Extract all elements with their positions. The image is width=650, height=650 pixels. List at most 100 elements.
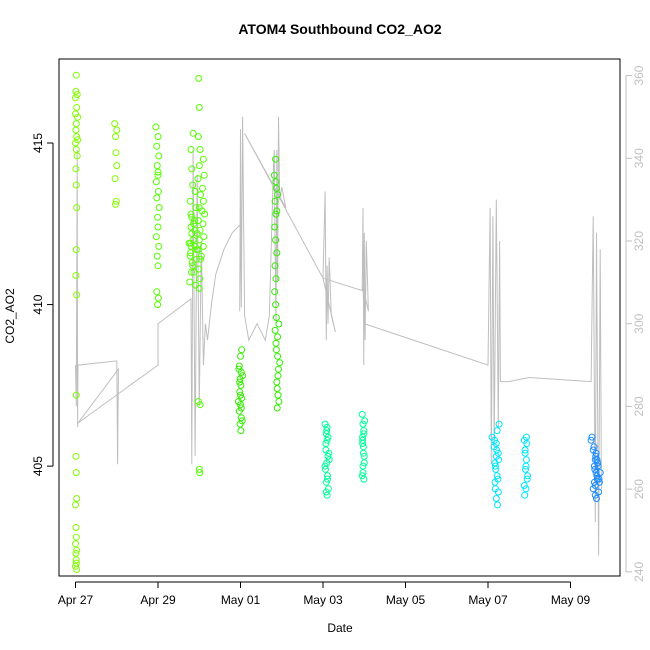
- data-point: [192, 281, 199, 289]
- data-point: [195, 265, 203, 273]
- x-axis: Apr 27 Apr 29 May 01 May 03 May 05 May 07 May …: [58, 581, 590, 607]
- data-point: [198, 207, 206, 215]
- data-point: [155, 204, 163, 212]
- data-point: [358, 472, 366, 480]
- data-point: [196, 469, 204, 477]
- data-point: [274, 391, 282, 399]
- data-point: [199, 220, 207, 228]
- x-tick-label: Apr 29: [140, 593, 176, 607]
- y2-tick-label: 300: [632, 313, 646, 333]
- data-point: [73, 204, 81, 212]
- data-point: [494, 449, 502, 457]
- data-point: [270, 171, 278, 179]
- data-point: [72, 146, 80, 153]
- y2-tick-label: 340: [632, 148, 646, 168]
- data-point: [492, 440, 500, 447]
- data-point: [190, 268, 198, 276]
- data-point: [192, 204, 200, 212]
- data-point: [187, 242, 195, 250]
- chart-title: ATOM4 Southbound CO2_AO2: [238, 21, 441, 37]
- data-point: [152, 123, 160, 131]
- data-point: [494, 475, 502, 483]
- data-point: [194, 133, 202, 141]
- data-point: [187, 268, 195, 276]
- data-point: [275, 365, 282, 373]
- data-point: [187, 249, 195, 257]
- data-point: [360, 452, 368, 460]
- series-0: [72, 71, 121, 573]
- data-point: [273, 385, 281, 393]
- data-point: [194, 246, 202, 254]
- data-point: [113, 162, 121, 170]
- data-point: [236, 388, 244, 396]
- data-point: [197, 191, 204, 199]
- data-point: [153, 252, 161, 260]
- y-tick-label: 410: [31, 294, 45, 314]
- data-point: [195, 162, 203, 170]
- data-point: [271, 262, 279, 270]
- data-point: [592, 452, 600, 460]
- data-point: [360, 427, 368, 435]
- data-point: [154, 223, 162, 231]
- data-point: [152, 233, 160, 241]
- data-point: [190, 217, 198, 225]
- y-axis-left: 405 410 415: [31, 133, 54, 476]
- data-point: [521, 491, 529, 499]
- y-tick-label: 405: [31, 456, 45, 476]
- data-point: [359, 462, 367, 470]
- data-point: [322, 465, 329, 473]
- data-point: [73, 546, 81, 554]
- data-point: [154, 171, 162, 179]
- data-point: [72, 246, 80, 254]
- data-point: [590, 443, 598, 451]
- data-point: [154, 262, 162, 270]
- data-point: [200, 233, 208, 241]
- data-point: [155, 242, 163, 250]
- data-point: [359, 436, 367, 444]
- data-point: [72, 501, 79, 509]
- data-point: [359, 443, 367, 451]
- data-point: [154, 301, 162, 309]
- data-point: [272, 155, 280, 163]
- data-point: [154, 294, 162, 302]
- data-point: [72, 540, 79, 548]
- data-point: [272, 314, 280, 321]
- data-point: [152, 178, 160, 186]
- data-point: [189, 262, 197, 270]
- data-point: [153, 162, 161, 170]
- data-point: [273, 249, 281, 257]
- data-point: [72, 533, 80, 541]
- data-point: [73, 495, 81, 502]
- data-point: [271, 326, 279, 334]
- data-point: [72, 452, 80, 460]
- data-point: [325, 449, 333, 457]
- series-4: [488, 420, 532, 509]
- data-point: [195, 465, 203, 473]
- plot-frame: [58, 58, 621, 577]
- data-point: [323, 436, 331, 444]
- data-point: [495, 420, 503, 428]
- data-points-layer: [72, 71, 604, 573]
- data-point: [74, 113, 82, 121]
- data-point: [275, 398, 283, 405]
- data-point: [595, 475, 603, 483]
- data-point: [588, 433, 596, 441]
- data-point: [72, 71, 80, 79]
- data-point: [153, 288, 161, 296]
- data-point: [273, 378, 281, 386]
- data-point: [154, 133, 162, 141]
- data-point: [324, 433, 332, 441]
- data-point: [199, 197, 207, 205]
- data-point: [73, 291, 81, 299]
- data-point: [595, 478, 603, 486]
- y-tick-label: 415: [31, 133, 45, 153]
- data-point: [191, 226, 199, 234]
- x-tick-label: May 03: [303, 593, 343, 607]
- series-2: [234, 155, 284, 435]
- data-point: [112, 133, 119, 141]
- data-point: [521, 446, 529, 454]
- data-point: [72, 165, 80, 173]
- data-point: [111, 175, 119, 183]
- y2-tick-label: 260: [632, 479, 646, 499]
